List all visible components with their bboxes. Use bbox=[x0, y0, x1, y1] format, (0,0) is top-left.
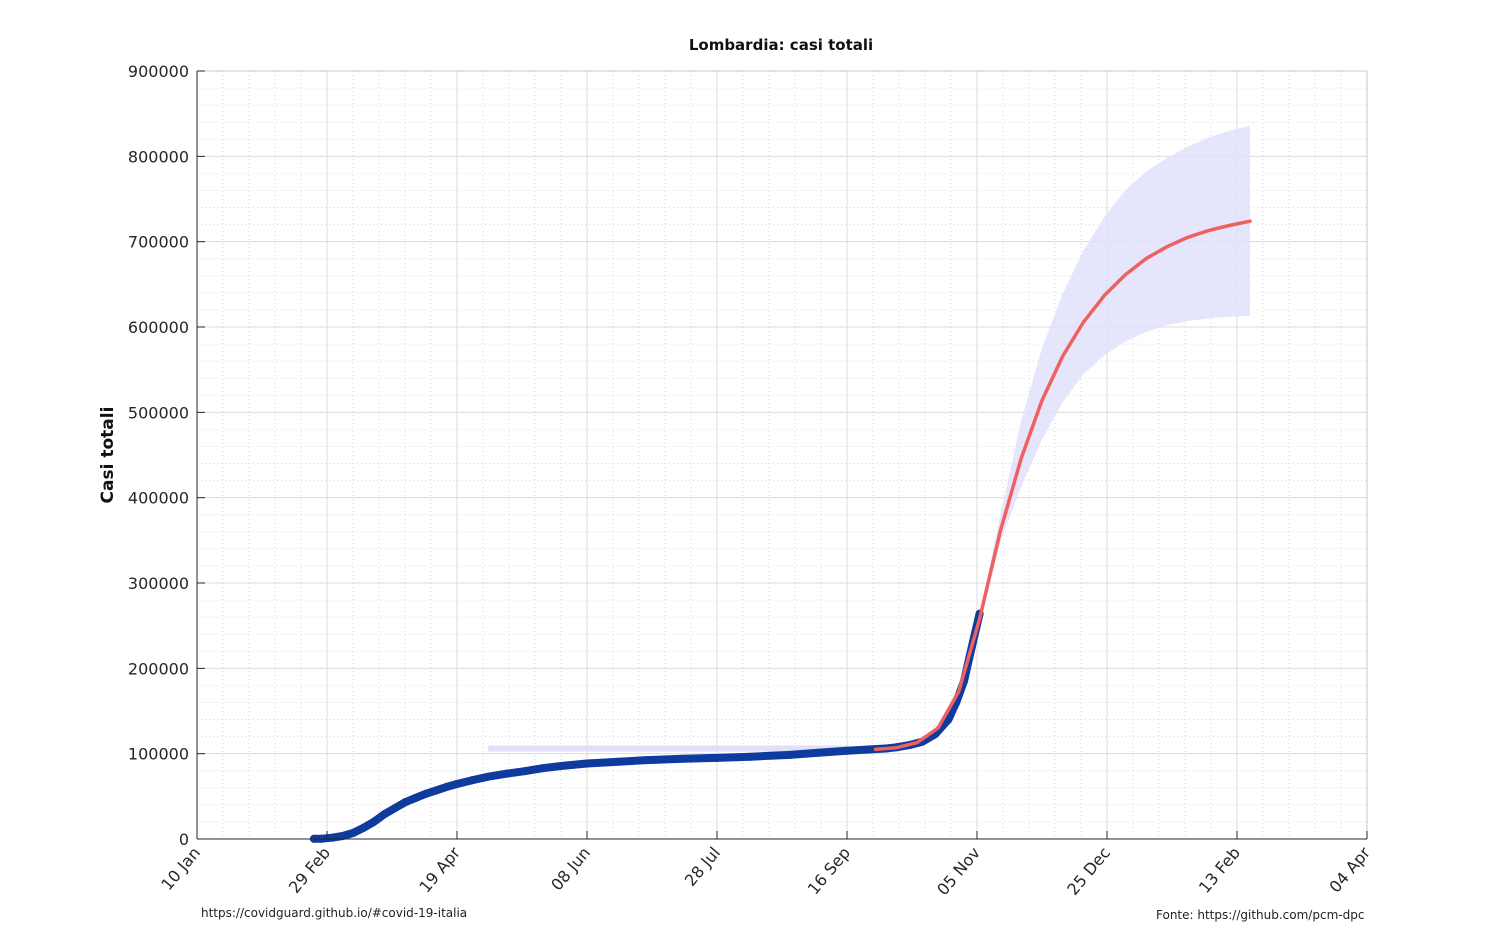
footer-data-source: Fonte: https://github.com/pcm-dpc bbox=[1156, 908, 1365, 922]
observed-data-point bbox=[338, 832, 347, 840]
y-tick-label: 100000 bbox=[128, 745, 189, 764]
observed-data-point bbox=[814, 748, 823, 757]
observed-data-point bbox=[359, 823, 368, 832]
y-tick-label: 400000 bbox=[128, 489, 189, 508]
observed-data-point bbox=[421, 789, 430, 798]
x-tick-label: 28 Jul bbox=[681, 843, 724, 889]
observed-data-point bbox=[866, 745, 875, 754]
x-tick-label: 25 Dec bbox=[1063, 843, 1114, 898]
observed-data-point bbox=[502, 769, 511, 778]
series bbox=[310, 219, 1252, 843]
observed-data-point bbox=[583, 759, 591, 768]
y-tick-label: 200000 bbox=[128, 659, 189, 678]
observed-data-point bbox=[453, 780, 461, 788]
observed-data-point bbox=[442, 782, 451, 791]
x-tick-label: 13 Feb bbox=[1195, 843, 1244, 896]
observed-data-point bbox=[746, 752, 755, 761]
x-tick-label: 04 Apr bbox=[1325, 843, 1374, 896]
observed-data-point bbox=[468, 776, 477, 785]
observed-data-point bbox=[349, 829, 357, 837]
observed-data-point bbox=[369, 817, 378, 826]
observed-data-point bbox=[713, 753, 721, 762]
y-tick-label: 700000 bbox=[128, 233, 189, 252]
y-tick-label: 600000 bbox=[128, 318, 189, 337]
footer-source-url: https://covidguard.github.io/#covid-19-i… bbox=[201, 906, 468, 920]
observed-data-point bbox=[679, 754, 688, 763]
observed-data-point bbox=[411, 794, 420, 802]
observed-data-point bbox=[785, 750, 794, 759]
observed-data-point bbox=[557, 762, 565, 770]
observed-data-point bbox=[642, 756, 651, 765]
observed-data-point bbox=[614, 757, 623, 766]
observed-data-point bbox=[390, 804, 399, 813]
x-tick-label: 10 Jan bbox=[157, 843, 204, 894]
y-tick-label: 900000 bbox=[128, 62, 189, 81]
observed-data-point bbox=[432, 786, 441, 795]
x-tick-label: 19 Apr bbox=[415, 843, 464, 896]
observed-data-point bbox=[484, 772, 493, 781]
x-tick-label: 29 Feb bbox=[285, 843, 334, 896]
forecast-confidence-band bbox=[979, 125, 1250, 622]
fitted-forecast-line bbox=[873, 219, 1252, 752]
observed-data-point bbox=[538, 764, 547, 773]
chart-title: Lombardia: casi totali bbox=[689, 36, 873, 54]
observed-data-point bbox=[380, 810, 389, 819]
observed-data-point bbox=[944, 715, 953, 724]
x-tick-label: 16 Sep bbox=[804, 843, 854, 898]
x-tick-label: 05 Nov bbox=[933, 843, 984, 899]
x-tick-label: 08 Jun bbox=[547, 843, 594, 894]
y-axis-label: Casi totali bbox=[98, 407, 118, 504]
y-tick-label: 500000 bbox=[128, 403, 189, 422]
grid bbox=[197, 70, 1368, 839]
confidence-band bbox=[488, 125, 1250, 752]
observed-data-point bbox=[328, 833, 337, 842]
observed-data-point bbox=[401, 798, 409, 807]
y-tick-label: 800000 bbox=[128, 147, 189, 166]
y-tick-label: 0 bbox=[179, 830, 189, 849]
y-tick-label: 300000 bbox=[128, 574, 189, 593]
observed-data-point bbox=[520, 767, 529, 776]
observed-data-point bbox=[843, 746, 851, 755]
